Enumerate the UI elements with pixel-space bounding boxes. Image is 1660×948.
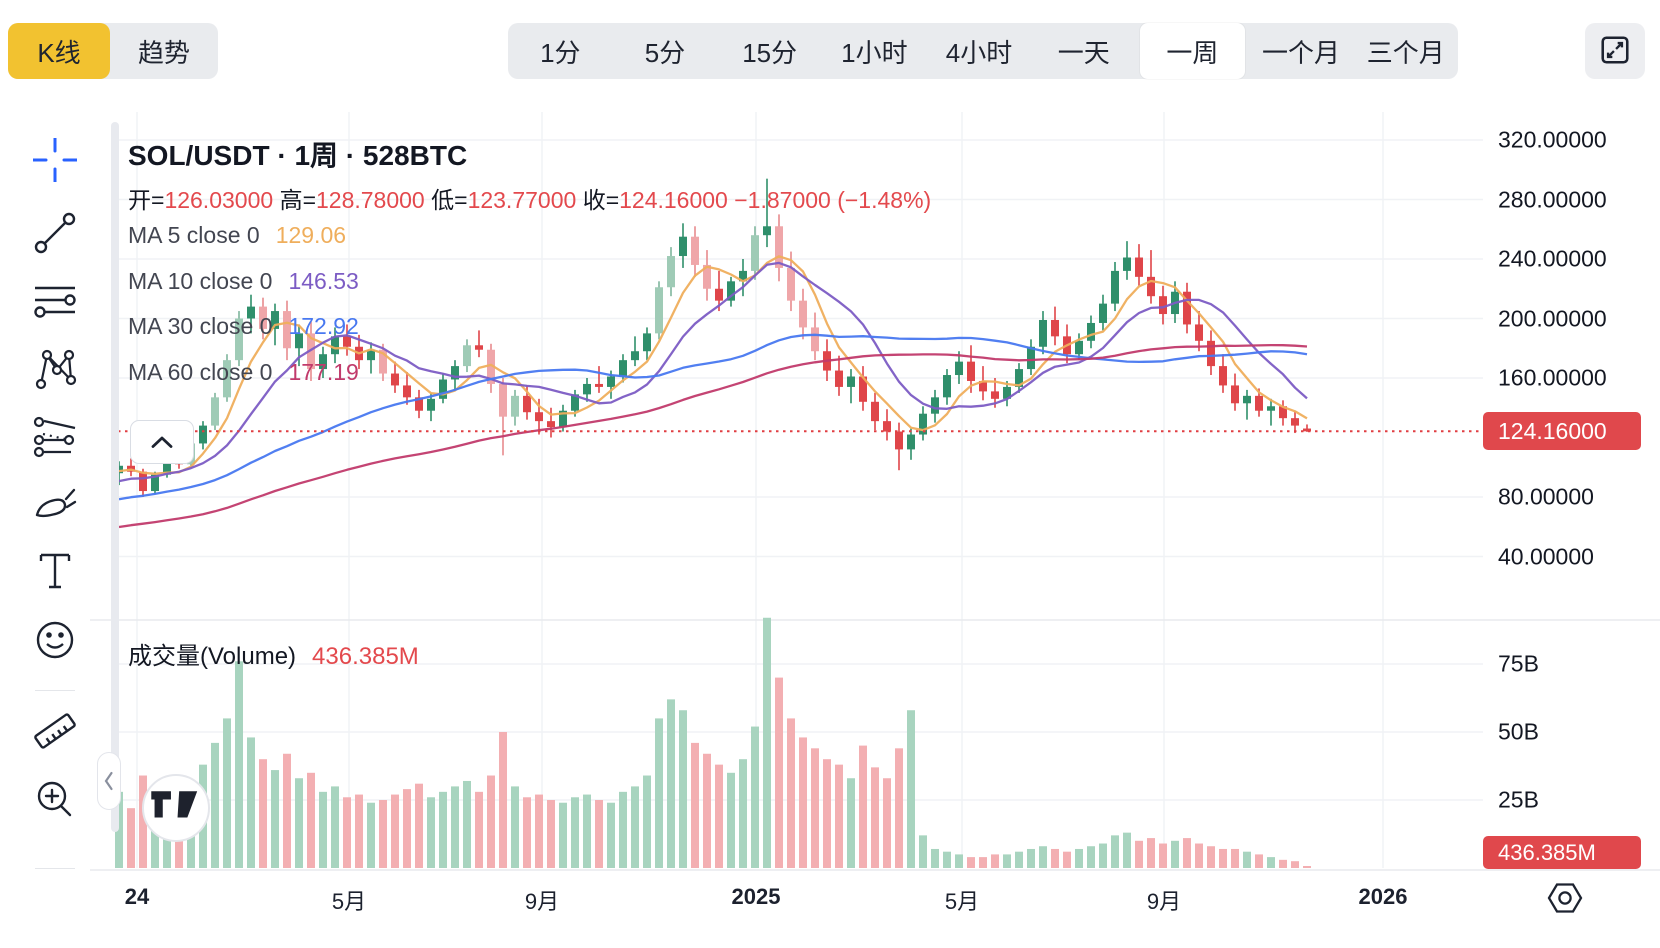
volume-value: 436.385M: [312, 643, 419, 670]
ma-legend-row: MA 10 close 0 146.53: [128, 267, 359, 294]
last-volume-badge: 436.385M: [1483, 836, 1641, 869]
time-tick-label: 9月: [524, 889, 560, 914]
ma-legend-row: MA 5 close 0 129.06: [128, 222, 347, 248]
timeframe-一个月[interactable]: 一个月: [1249, 23, 1354, 79]
fullscreen-button[interactable]: [1585, 23, 1645, 79]
time-tick-label: 5月: [331, 889, 367, 914]
symbol-title: SOL/USDT · 1周 · 528BTC: [128, 140, 468, 171]
time-tick-label: 2026: [1358, 884, 1408, 909]
chart-type-kline-button[interactable]: K线: [8, 23, 110, 79]
low-label: 低=: [431, 187, 468, 213]
chevron-left-icon: [104, 771, 113, 791]
timeframe-5分[interactable]: 5分: [613, 23, 718, 79]
ma-legend-row: MA 30 close 0 172.92: [128, 313, 359, 339]
zoom-in-icon[interactable]: [33, 778, 77, 822]
timeframe-bar: 1分 5分 15分 1小时 4小时 一天 一周 一个月 三个月: [508, 23, 1458, 79]
price-tick-label: 80.00000: [1498, 483, 1594, 510]
toolbar-divider: [35, 690, 75, 691]
volume-tick-label: 50B: [1498, 718, 1539, 745]
xabcd-pattern-icon[interactable]: [33, 346, 77, 390]
trend-line-icon[interactable]: [33, 211, 77, 255]
high-label: 高=: [279, 187, 316, 213]
volume-tick-label: 75B: [1498, 650, 1539, 677]
chart-type-switcher: K线 趋势: [8, 23, 218, 79]
timeframe-4小时[interactable]: 4小时: [927, 23, 1032, 79]
volume-readout: 成交量(Volume) 436.385M: [128, 636, 419, 671]
toolbar-divider: [35, 868, 75, 869]
low-value: 123.77000: [467, 187, 577, 213]
price-tick-label: 240.00000: [1498, 245, 1607, 272]
price-tick-label: 40.00000: [1498, 543, 1594, 569]
text-icon[interactable]: [33, 549, 77, 593]
timeframe-1分[interactable]: 1分: [508, 23, 613, 79]
settings-gear-icon[interactable]: [1543, 877, 1587, 919]
change-value: −1.87000: [734, 187, 831, 213]
expand-icon: [1599, 34, 1631, 69]
drawing-toolbar: [0, 110, 90, 948]
tradingview-logo-glyph: [151, 791, 198, 818]
time-tick-label: 24: [124, 884, 150, 909]
timeframe-三个月[interactable]: 三个月: [1353, 23, 1458, 79]
legend-collapse-button[interactable]: [130, 420, 194, 464]
emoji-icon[interactable]: [33, 618, 77, 662]
open-label: 开=: [128, 187, 165, 213]
volume-tick-label: 25B: [1498, 786, 1539, 813]
last-price-badge: 124.16000: [1483, 412, 1641, 450]
change-pct-value: (−1.48%): [837, 187, 932, 213]
open-value: 126.03000: [164, 187, 274, 213]
pane-splitter[interactable]: [111, 122, 119, 832]
close-label: 收=: [582, 187, 620, 213]
price-tick-label: 200.00000: [1498, 305, 1607, 331]
volume-label: 成交量(Volume): [128, 643, 297, 670]
close-value: 124.16000: [619, 187, 728, 213]
chevron-up-icon: [151, 436, 173, 448]
timeframe-15分[interactable]: 15分: [717, 23, 822, 79]
high-value: 128.78000: [316, 187, 425, 213]
crosshair-icon[interactable]: [31, 136, 79, 184]
time-tick-label: 5月: [944, 889, 980, 914]
brush-icon[interactable]: [33, 481, 77, 525]
time-tick-label: 9月: [1146, 889, 1182, 914]
time-tick-label: 2025: [731, 884, 781, 909]
ma-legend-row: MA 60 close 0 177.19: [128, 358, 359, 385]
tradingview-logo: [142, 774, 210, 842]
price-tick-label: 320.00000: [1498, 126, 1607, 153]
timeframe-一周[interactable]: 一周: [1140, 23, 1245, 79]
price-tick-label: 160.00000: [1498, 364, 1607, 391]
toolbar-collapse-handle[interactable]: [97, 752, 121, 810]
ohlc-readout: 开=126.03000 高=128.78000 低=123.77000 收=12…: [128, 181, 931, 215]
price-tick-label: 280.00000: [1498, 186, 1607, 212]
ruler-icon[interactable]: [33, 709, 77, 753]
parallel-channel-icon[interactable]: [33, 414, 77, 458]
chart-type-trend-button[interactable]: 趋势: [110, 23, 218, 79]
timeframe-一天[interactable]: 一天: [1031, 23, 1136, 79]
horizontal-lines-icon[interactable]: [33, 278, 77, 322]
timeframe-1小时[interactable]: 1小时: [822, 23, 927, 79]
